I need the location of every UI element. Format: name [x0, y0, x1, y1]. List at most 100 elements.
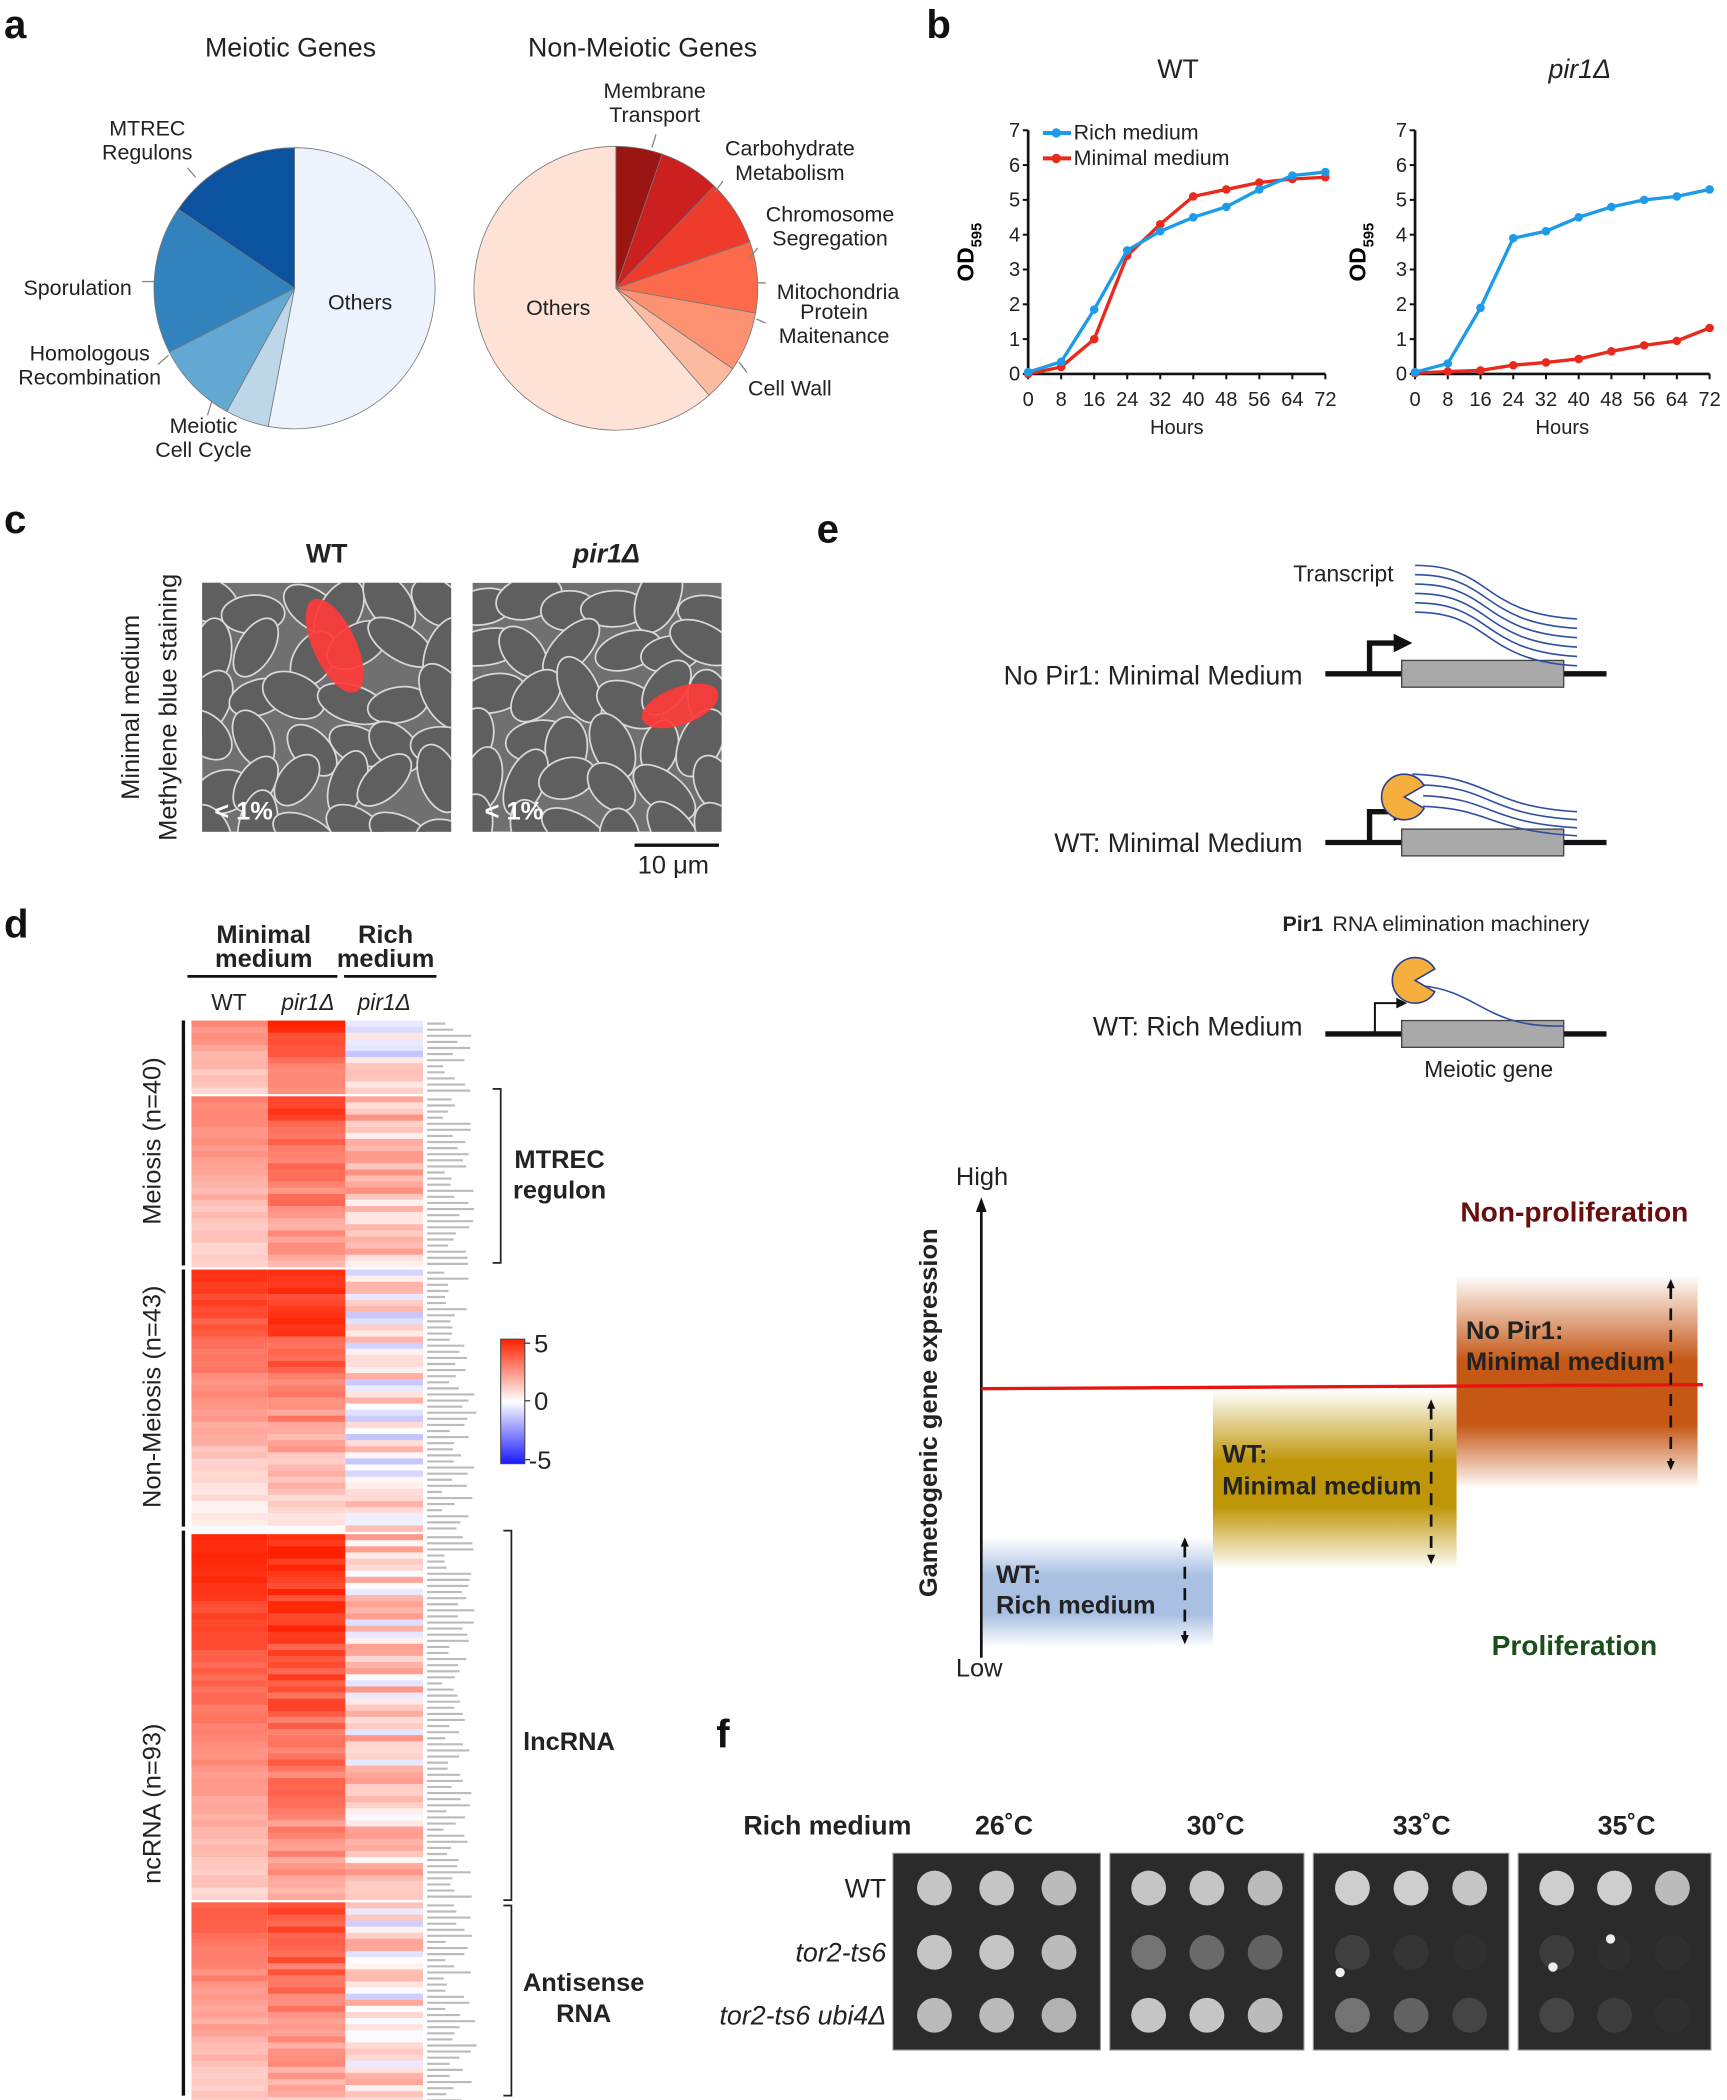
box-label-wt-minimal-2: Minimal medium: [1222, 1472, 1421, 1500]
stained-cell: [305, 598, 364, 693]
heatmap-cell: [191, 1181, 268, 1189]
heatmap-cell: [191, 1513, 268, 1520]
box-label-wt-rich-1: WT:: [996, 1561, 1041, 1589]
heatmap-cell: [267, 1446, 346, 1453]
heatmap-cell: [191, 1875, 268, 1882]
heatmap-cell: [191, 1540, 268, 1547]
heatmap-cell: [191, 1318, 268, 1325]
heatmap-cell: [191, 1464, 268, 1471]
yeast-spot: [1335, 1934, 1370, 1970]
heatmap-cell: [191, 1613, 268, 1620]
data-point-rich-medium: [1705, 185, 1714, 194]
transcript-strand: [1415, 611, 1578, 667]
heatmap-cell: [191, 2054, 268, 2062]
heatmap-cell: [267, 1607, 346, 1614]
heatmap-cell: [267, 2048, 346, 2056]
x-tick-label: 72: [1698, 389, 1720, 411]
transcript-strand: [1423, 784, 1578, 821]
heatmap-cell: [191, 1814, 268, 1821]
heatmap-group-minimal-line1: Minimal: [216, 921, 311, 949]
data-point-rich-medium: [1607, 202, 1616, 212]
heatmap-cell: [345, 1324, 424, 1331]
heatmap-cell: [267, 1704, 346, 1712]
heatmap-cell: [267, 1336, 346, 1344]
heatmap-cell: [191, 1601, 268, 1608]
heatmap-cell: [345, 2054, 424, 2062]
pir1-legend: Pir1 RNA elimination machinery: [1283, 912, 1590, 936]
pie-label-protein-maitenance: Protein: [800, 300, 868, 324]
heatmap-cell: [191, 1783, 268, 1791]
legend-label-minimal-medium: Minimal medium: [1074, 146, 1230, 170]
range-arrows: [1180, 1278, 1675, 1645]
heatmap-cell: [267, 1613, 346, 1620]
heatmap-cell: [191, 2011, 268, 2019]
x-axis-label: Hours: [1536, 417, 1590, 439]
heatmap-cell: [345, 1367, 424, 1374]
heatmap-cell: [191, 1926, 268, 1934]
heatmap-cell: [345, 1254, 424, 1262]
gene-label: Meiotic gene: [1424, 1056, 1553, 1082]
y-tick-label: 2: [1009, 294, 1020, 316]
heatmap-cell: [345, 1619, 424, 1626]
heatmap-cell: [191, 1893, 268, 1901]
heatmap-cell: [191, 1588, 268, 1596]
yeast-spot: [1452, 1997, 1488, 2033]
panel-label-b: b: [926, 2, 951, 47]
heatmap-cell: [267, 1999, 346, 2007]
temp-label-35: 35˚C: [1598, 1811, 1656, 1841]
heatmap-cell: [267, 1987, 346, 1995]
heatmap-cell: [191, 1212, 268, 1219]
pie-label-protein-maitenance: Maitenance: [779, 324, 890, 348]
temp-label-26: 26˚C: [975, 1811, 1033, 1841]
panel-label-a: a: [4, 2, 27, 47]
heatmap-cell: [345, 1850, 424, 1858]
heatmap-cell: [191, 1275, 268, 1283]
panel-c: WT pir1Δ Minimal medium Methylene blue s…: [117, 539, 722, 879]
y-tick-label: 1: [1396, 329, 1407, 351]
heatmap-cell: [191, 1260, 268, 1268]
heatmap-cell: [345, 1826, 424, 1834]
data-point-rich-medium: [1023, 367, 1033, 377]
heatmap-cell: [267, 1224, 346, 1231]
heatmap-cell: [345, 1409, 424, 1417]
heatmap-cell: [267, 1722, 346, 1730]
group-label-non-meiosis: Non-Meiosis (n=43): [139, 1285, 167, 1508]
heatmap-cell: [345, 2072, 424, 2080]
data-point-rich-medium: [1288, 171, 1297, 180]
data-point-rich-medium: [1255, 185, 1264, 194]
transcript-strand: [1423, 794, 1578, 829]
heatmap-cell: [191, 1741, 268, 1748]
heatmap-cell: [191, 1832, 268, 1840]
heatmap-cell: [191, 1716, 268, 1724]
heatmap-cell: [345, 1908, 424, 1915]
legend-label-rich-medium: Rich medium: [1074, 121, 1199, 145]
bracket-label-antisense-1: Antisense: [523, 1969, 645, 1997]
heatmap-cell: [191, 1415, 268, 1423]
heatmap-cell: [345, 1595, 424, 1602]
heatmap-cell: [345, 1169, 424, 1176]
colorbar: [500, 1338, 526, 1465]
heatmap-cell: [267, 1564, 346, 1572]
leader-line: [756, 318, 767, 324]
data-point-rich-medium: [1443, 359, 1453, 368]
heatmap-cell: [267, 1680, 346, 1687]
heatmap-cell: [345, 1625, 424, 1633]
heatmap-cell: [267, 1087, 346, 1095]
pie-label-carbohydrate-metabolism: Carbohydrate: [725, 137, 855, 161]
heatmap-cell: [267, 2030, 346, 2037]
heatmap-cell: [267, 1354, 346, 1362]
promoter-arrow: [1373, 1002, 1402, 1034]
heatmap-cell: [191, 1470, 268, 1478]
heatmap-cell: [191, 1908, 268, 1915]
heatmap-cell: [267, 2024, 346, 2031]
heatmap-cell: [345, 1470, 424, 1478]
heatmap-cell: [267, 1494, 346, 1502]
heatmap-cell: [267, 1558, 346, 1566]
heatmap-cell: [345, 1863, 424, 1870]
heatmap-cell: [345, 2060, 424, 2068]
heatmap-cell: [345, 1808, 424, 1815]
heatmap-cell: [267, 1199, 346, 1207]
heatmap-cell: [345, 1759, 424, 1767]
heatmap-cell: [345, 1132, 424, 1140]
heatmap-cell: [267, 1832, 346, 1840]
